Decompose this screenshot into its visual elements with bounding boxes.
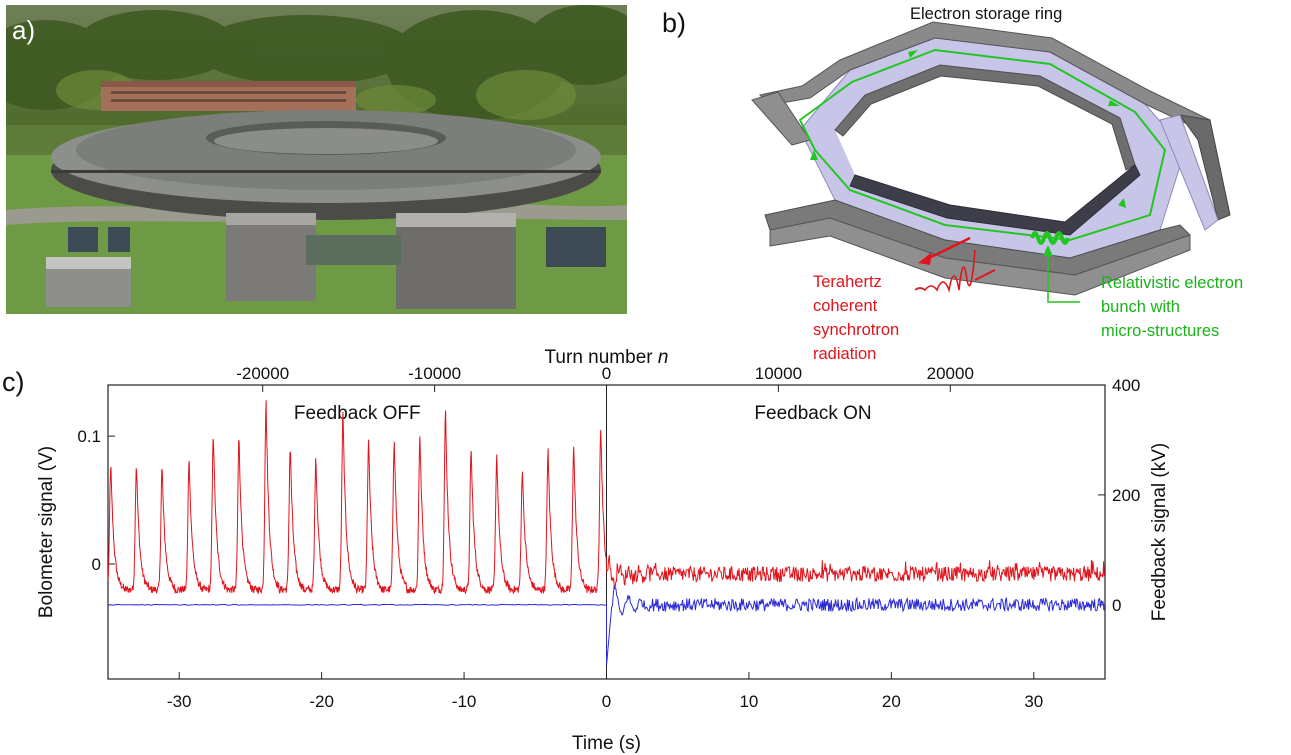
- x-tick-label: -20: [309, 692, 334, 711]
- top-x-tick-label: -10000: [408, 364, 461, 383]
- bunch-label: Relativistic electron bunch with micro-s…: [1101, 271, 1243, 343]
- thz-label-line-1: Terahertz: [813, 273, 882, 291]
- plot-frame: [107, 384, 1106, 680]
- thz-label-line-3: synchrotron: [813, 321, 900, 339]
- annotation-feedback-off: Feedback OFF: [294, 403, 421, 424]
- annotation-feedback-on: Feedback ON: [754, 403, 871, 424]
- top-x-tick-label: 0: [602, 364, 611, 383]
- panel-b-label: b): [662, 8, 687, 38]
- y-right-tick-label: 200: [1112, 486, 1140, 505]
- y-right-tick-label: 400: [1112, 376, 1140, 395]
- x-axis-title: Time (s): [572, 733, 641, 754]
- thz-label-line-2: coherent: [813, 297, 878, 315]
- top-x-tick-label: -20000: [236, 364, 289, 383]
- top-x-axis-title: Turn number n: [545, 347, 669, 368]
- bunch-label-line-3: micro-structures: [1101, 322, 1220, 340]
- panel-c-label: c): [2, 367, 25, 397]
- storage-ring-diagram: [751, 21, 1231, 303]
- top-x-tick-label: 20000: [927, 364, 974, 383]
- y-left-tick-label: 0: [92, 555, 101, 574]
- thz-label-line-4: radiation: [813, 345, 877, 363]
- x-tick-label: -30: [167, 692, 192, 711]
- bolometer-signal-series: [107, 400, 1105, 595]
- x-tick-label: 30: [1024, 692, 1043, 711]
- thz-label: Terahertz coherent synchrotron radiation: [813, 270, 899, 366]
- top-x-tick-label: 10000: [755, 364, 802, 383]
- y-right-axis-title: Feedback signal (kV): [1149, 443, 1170, 621]
- x-tick-label: 20: [882, 692, 901, 711]
- y-left-axis-title: Bolometer signal (V): [36, 446, 57, 618]
- y-right-tick-label: 0: [1112, 596, 1121, 615]
- bunch-label-line-2: bunch with: [1101, 298, 1180, 316]
- facility-aerial-photo: a): [6, 5, 627, 314]
- feedback-signal-series: [107, 584, 1106, 666]
- y-left-tick-label: 0.1: [77, 427, 101, 446]
- storage-ring-title: Electron storage ring: [910, 5, 1063, 23]
- bunch-label-line-1: Relativistic electron: [1101, 274, 1244, 292]
- x-tick-label: 10: [739, 692, 758, 711]
- panel-a-label: a): [12, 15, 35, 45]
- x-tick-label: -10: [452, 692, 477, 711]
- x-tick-label: 0: [602, 692, 611, 711]
- top-x-axis-title-variable: n: [658, 347, 669, 368]
